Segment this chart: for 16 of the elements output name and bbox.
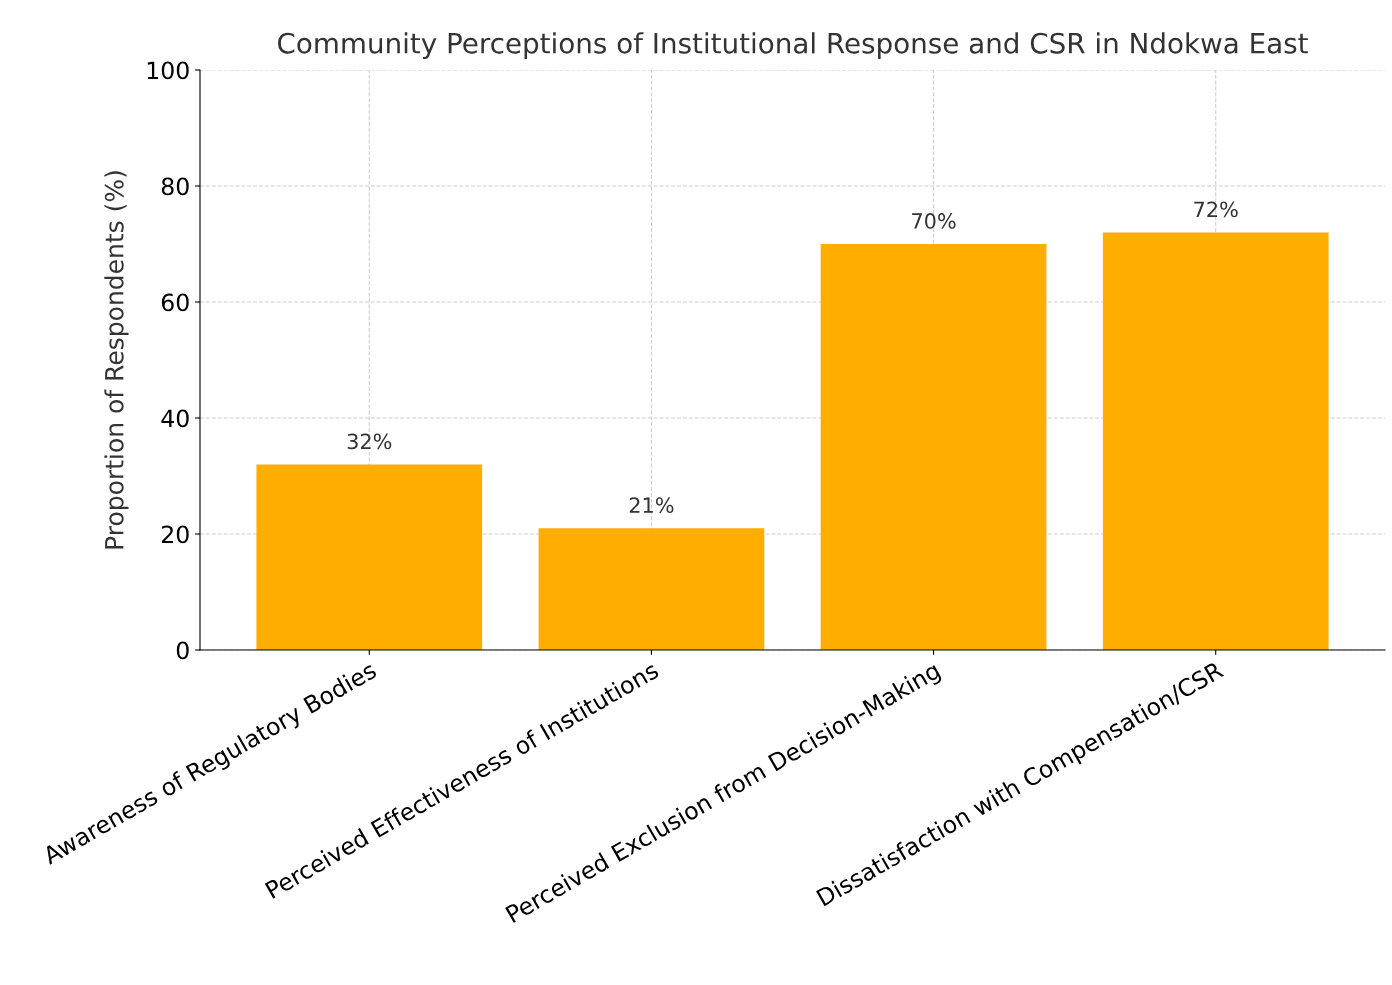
data-label: 21%	[629, 497, 674, 514]
y-tick-label: 0	[176, 641, 189, 660]
y-axis-title: Proportion of Respondents (%)	[104, 171, 129, 549]
bar	[820, 244, 1047, 650]
bar	[1102, 232, 1329, 650]
y-tick-label: 80	[161, 177, 189, 196]
data-label: 70%	[912, 213, 956, 229]
bar	[256, 464, 483, 650]
data-label: 72%	[1194, 201, 1238, 218]
y-tick-label: 100	[147, 61, 189, 80]
y-tick-label: 20	[161, 525, 189, 544]
chart-title: Community Perceptions of Institutional Response and CSR in Ndokwa East	[278, 32, 1308, 60]
y-tick-label: 60	[161, 293, 189, 312]
data-label: 32%	[347, 433, 392, 450]
bar	[538, 528, 765, 650]
y-tick-label: 40	[161, 409, 189, 428]
